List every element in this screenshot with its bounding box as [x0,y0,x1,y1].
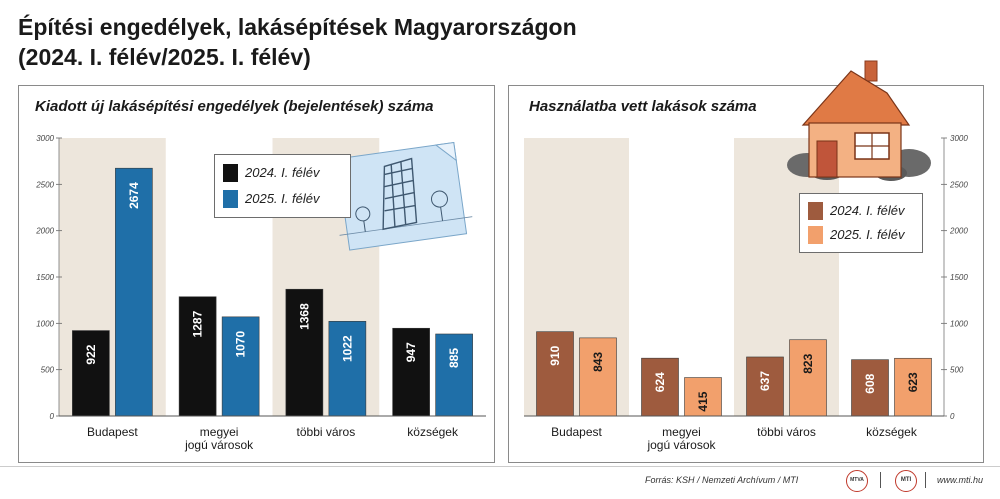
bar [392,327,430,417]
category-label: megyei [662,425,701,439]
bar [536,331,574,417]
bar [789,339,827,417]
chart-title-permits: Kiadott új lakásépítési engedélyek (beje… [35,98,434,115]
category-label: Budapest [551,425,602,439]
data-label: 623 [906,372,920,392]
legend-label: 2024. I. félév [830,203,905,218]
title-line-1: Építési engedélyek, lakásépítések Magyar… [18,14,577,40]
data-label: 1287 [191,310,205,337]
y-tick-label: 0 [950,412,955,421]
y-tick-label: 3000 [36,134,54,143]
data-label: 1022 [340,335,354,362]
bar [115,167,153,417]
data-label: 910 [548,345,562,365]
chart-panel-completions: Használatba vett lakások száma 0 500 1000 1… [508,60,984,463]
data-label: 823 [801,353,815,373]
y-tick-label: 500 [41,366,55,375]
legend-label: 2024. I. félév [245,165,320,180]
category-label: jogú városok [184,438,254,452]
data-label: 1368 [297,303,311,330]
legend-swatch [223,190,238,208]
bar [72,330,110,417]
legend-label: 2025. I. félév [830,227,905,242]
mti-logo: MTI [895,470,917,492]
y-tick-label: 0 [50,412,55,421]
bar [894,357,932,417]
y-tick-label: 2500 [35,180,54,189]
chart-permits: 0 500 1000 1500 2000 2500 3000 922 2674 Budapest 1… [35,134,486,452]
bar [285,288,324,417]
legend-swatch [808,202,823,220]
source-url: www.mti.hu [937,475,984,485]
y-tick-label: 1000 [36,319,54,328]
data-label: 1070 [234,331,248,358]
data-label: 947 [404,342,418,362]
data-label: 2674 [127,182,141,209]
blueprint-illustration [336,141,473,251]
chart-panel-permits: Kiadott új lakásépítési engedélyek (beje… [18,85,495,463]
legend-label: 2025. I. félév [245,191,320,206]
bar [435,333,473,417]
category-label: többi város [297,425,356,439]
legend-permits: 2024. I. félév 2025. I. félév [214,154,351,218]
legend-swatch [223,164,238,182]
data-label: 608 [863,373,877,393]
data-label: 415 [696,391,710,411]
category-label: községek [407,425,459,439]
page-title: Építési engedélyek, lakásépítések Magyar… [18,12,577,72]
category-label: Budapest [87,425,138,439]
data-label: 922 [84,344,98,364]
legend-completions: 2024. I. félév 2025. I. félév [799,193,923,253]
mtva-logo-text: MTVA [850,477,864,483]
y-tick-label: 1000 [950,319,968,328]
footer-divider [880,472,881,488]
y-tick-label: 2500 [949,180,968,189]
category-label: jogú városok [646,438,716,452]
mtva-logo: MTVA [846,470,868,492]
data-label: 843 [591,352,605,372]
bar [178,296,217,417]
bar [579,337,617,417]
y-tick-label: 3000 [950,134,968,143]
chart-title-completions: Használatba vett lakások száma [529,98,757,115]
house-illustration [787,60,931,181]
data-label: 885 [447,348,461,368]
category-label: községek [866,425,918,439]
mti-logo-text: MTI [900,477,912,483]
data-label: 624 [653,372,667,392]
footer: Forrás: KSH / Nemzeti Archívum / MTI MTV… [0,466,1000,494]
legend-swatch [808,226,823,244]
chart-completions: 0 500 1000 1500 2000 2500 3000 910 843 Budapest 62… [524,134,968,452]
y-tick-label: 2000 [35,227,54,236]
y-tick-label: 500 [950,366,964,375]
footer-divider [925,472,926,488]
data-label: 637 [758,371,772,391]
category-label: többi város [757,425,816,439]
source-text: Forrás: KSH / Nemzeti Archívum / MTI [645,475,799,485]
y-tick-label: 1500 [950,273,968,282]
category-label: megyei [200,425,239,439]
bar [221,316,260,417]
title-line-2: (2024. I. félév/2025. I. félév) [18,44,311,70]
y-tick-label: 1500 [36,273,54,282]
y-tick-label: 2000 [949,227,968,236]
bar [328,320,367,417]
